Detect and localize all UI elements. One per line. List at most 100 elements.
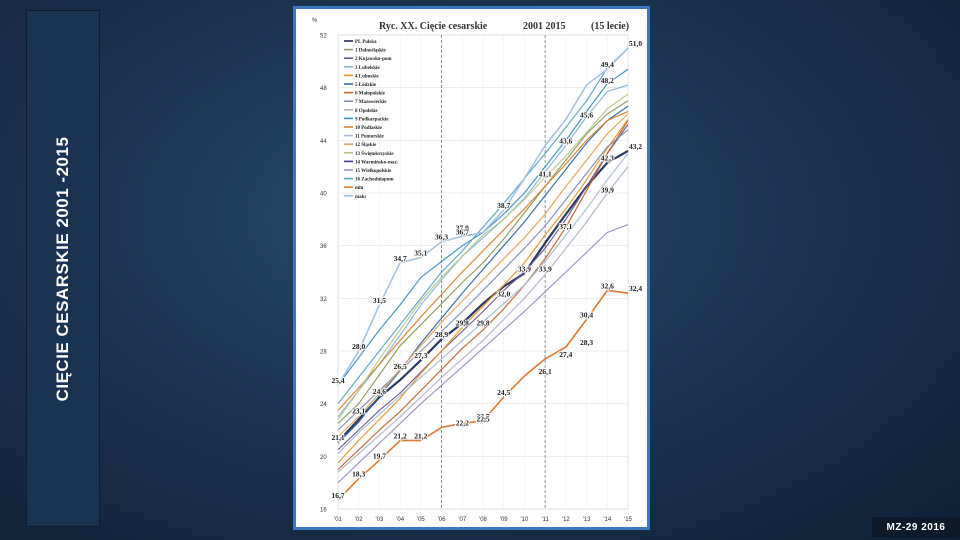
y-tick-label: 28	[320, 350, 327, 356]
data-label: 30,4	[580, 310, 593, 319]
data-label: 33,9	[539, 264, 552, 273]
data-label: 51,0	[629, 39, 642, 48]
x-tick-label: '10	[521, 517, 529, 523]
y-tick-label: 44	[320, 139, 327, 145]
data-label: 22,5	[476, 414, 489, 423]
data-label: 37,1	[559, 222, 572, 231]
y-axis-label: %	[312, 18, 318, 24]
side-title: CIĘCIE CESARSKIE 2001 -2015	[53, 136, 72, 401]
legend-entry: 15 Wielkopolskie	[355, 169, 392, 174]
legend-entry: 4 Lubuskie	[355, 74, 380, 79]
data-label: 36,7	[456, 227, 469, 236]
series-line	[337, 105, 629, 444]
data-label: 25,4	[331, 376, 344, 385]
series-line	[337, 110, 629, 411]
data-label: 29,8	[456, 318, 469, 327]
data-label: 21,2	[414, 432, 427, 441]
series-line	[337, 93, 629, 420]
x-tick-label: '06	[438, 517, 446, 523]
x-tick-label: '14	[603, 517, 611, 523]
data-label: 21,1	[331, 433, 344, 442]
data-label: 32,6	[601, 281, 614, 290]
series-line	[337, 120, 629, 470]
data-label: 43,6	[559, 137, 572, 146]
series-line	[337, 100, 629, 424]
x-tick-label: '04	[396, 517, 404, 523]
data-label: 28,0	[352, 342, 365, 351]
data-label: 31,5	[373, 296, 386, 305]
series-line	[337, 289, 629, 501]
data-label: 38,7	[497, 201, 510, 210]
data-label: 24,5	[497, 388, 510, 397]
x-tick-label: '07	[458, 517, 466, 523]
data-label: 22,2	[456, 418, 469, 427]
y-tick-label: 40	[320, 192, 327, 198]
y-tick-label: 36	[320, 244, 327, 250]
data-label: 27,4	[559, 350, 572, 359]
series-line	[337, 113, 629, 438]
legend-entry: 7 Mazowieckie	[355, 100, 387, 105]
legend-entry: 14 Warmińsko-maz.	[355, 160, 399, 165]
chart-subtitle-years: 2001 2015	[523, 21, 566, 32]
data-label: 32,4	[629, 284, 642, 293]
data-label: 26,5	[394, 362, 407, 371]
data-label: 19,7	[373, 451, 386, 460]
side-title-panel: CIĘCIE CESARSKIE 2001 -2015	[26, 10, 100, 527]
data-label: 33,9	[518, 264, 531, 273]
series-line	[337, 153, 629, 455]
legend-entry: PL Polska	[355, 40, 377, 45]
legend-entry: 12 Śląskie	[355, 142, 377, 148]
series-line	[337, 124, 629, 451]
data-label: 28,9	[435, 330, 448, 339]
y-tick-label: 20	[320, 455, 327, 461]
legend-entry: 1 Dolnośląskie	[355, 49, 386, 54]
x-tick-label: '08	[479, 517, 487, 523]
legend-entry: 11 Pomorskie	[355, 135, 385, 140]
series-line	[337, 47, 629, 386]
series-line	[337, 129, 629, 431]
series-line	[337, 224, 629, 484]
data-label: 34,7	[394, 254, 407, 263]
legend-entry: 2 Kujawsko-pom	[355, 57, 392, 62]
data-label: 48,2	[601, 76, 614, 85]
x-tick-label: '15	[624, 517, 632, 523]
data-label: 42,3	[601, 154, 614, 163]
data-label: 24,6	[373, 387, 386, 396]
y-tick-label: 52	[320, 34, 327, 40]
legend-entry: maks	[355, 195, 366, 200]
x-tick-label: '05	[417, 517, 425, 523]
data-label: 23,1	[352, 407, 365, 416]
data-label: 49,4	[601, 60, 614, 69]
data-label: 26,1	[539, 367, 552, 376]
legend-entry: min	[355, 186, 364, 191]
series-line	[337, 84, 629, 418]
footer-badge: MZ-29 2016	[872, 517, 960, 537]
y-tick-label: 16	[320, 508, 327, 514]
x-tick-label: '03	[376, 517, 384, 523]
y-tick-label: 32	[320, 297, 327, 303]
data-label: 29,8	[476, 318, 489, 327]
data-label: 35,1	[414, 249, 427, 258]
series-line	[337, 166, 629, 473]
y-tick-label: 48	[320, 86, 327, 92]
series-line	[337, 47, 629, 405]
chart-frame: 16 20 24 28 32 36 40 44 48 52 '01 '02 '03 '04 '05 '06 '0…	[293, 6, 650, 530]
x-tick-label: '11	[541, 517, 549, 523]
x-tick-label: '12	[562, 517, 570, 523]
x-tick-label: '01	[334, 517, 342, 523]
data-label: 21,2	[394, 432, 407, 441]
legend-entry: 16 Zachodniopom	[355, 178, 394, 183]
x-tick-label: '09	[500, 517, 508, 523]
data-label: 39,9	[601, 185, 614, 194]
data-label: 32,0	[497, 289, 510, 298]
data-label: 36,3	[435, 233, 448, 242]
legend-entry: 13 Świętokrzyskie	[355, 151, 394, 157]
x-tick-label: '13	[583, 517, 591, 523]
caesarean-rate-chart: 16 20 24 28 32 36 40 44 48 52 '01 '02 '03 '04 '05 '06 '0…	[312, 18, 643, 523]
data-label: 22,7	[476, 412, 489, 421]
legend-entry: 9 Podkarpackie	[355, 117, 389, 122]
data-label: 16,7	[331, 491, 344, 500]
legend-entry: 3 Lubelskie	[355, 66, 380, 71]
data-label: 45,6	[580, 110, 593, 119]
data-label: 18,3	[352, 470, 365, 479]
